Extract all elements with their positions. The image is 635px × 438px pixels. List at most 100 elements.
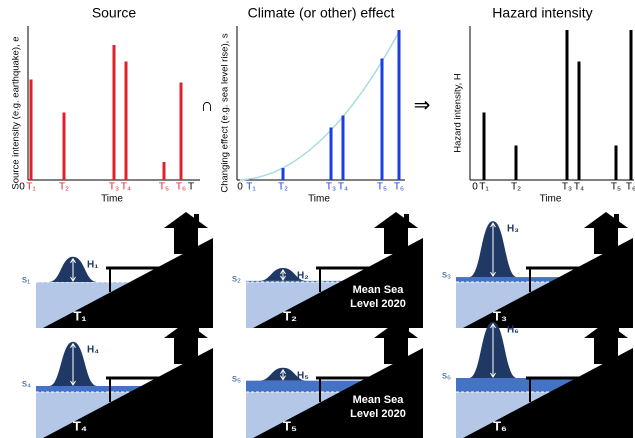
shore-slope xyxy=(253,348,423,438)
spike xyxy=(179,82,183,180)
x-axis-label: Time xyxy=(540,194,562,205)
sea-label: s₅ xyxy=(232,373,241,384)
house-roof xyxy=(164,212,208,228)
x-tick-label: T₅ xyxy=(159,182,169,193)
spike xyxy=(380,58,384,180)
x-tick-label: T₁ xyxy=(26,182,36,193)
sea-label: s₂ xyxy=(232,274,241,285)
y-axis-label: Source intensity (e.g. earthquake), e xyxy=(11,36,22,189)
scene-note: Mean Sea xyxy=(353,284,405,296)
spike xyxy=(629,30,633,180)
scene-note: Level 2020 xyxy=(350,408,406,420)
x-tick-label: T₅ xyxy=(377,182,387,193)
x-origin-label: 0 xyxy=(237,182,243,193)
sea-level-rise xyxy=(246,280,423,282)
house xyxy=(594,334,618,364)
sea-label: s₄ xyxy=(22,379,31,390)
sea-label: s₁ xyxy=(22,275,31,286)
time-label: T₅ xyxy=(283,418,297,433)
spike xyxy=(329,127,333,180)
chimney xyxy=(614,324,619,334)
x-tick-label: T₆ xyxy=(394,182,404,193)
shore-slope xyxy=(43,238,213,328)
spike xyxy=(341,115,345,180)
x-tick-label: T₃ xyxy=(109,182,119,193)
time-label: T₁ xyxy=(73,308,86,323)
sea-level-rise xyxy=(246,380,423,392)
scene-note: Level 2020 xyxy=(350,298,406,310)
plot-title: Climate (or other) effect xyxy=(248,5,395,21)
y-axis-label: Hazard intensity, H xyxy=(453,73,464,153)
hazard-label: H₅ xyxy=(297,370,309,381)
spike xyxy=(614,145,618,180)
spike xyxy=(124,61,128,180)
y-axis-label: Changing effect (e.g. sea level rise), s xyxy=(220,33,231,193)
arrow-head xyxy=(280,275,286,281)
time-label: T₆ xyxy=(493,418,507,433)
house-roof xyxy=(584,212,628,228)
spike xyxy=(29,79,33,180)
spike xyxy=(514,145,518,180)
chimney xyxy=(614,214,619,224)
hazard-label: H₄ xyxy=(87,344,99,355)
operator: ∩ xyxy=(201,95,214,115)
chimney xyxy=(404,324,409,334)
house xyxy=(384,334,408,364)
shore-slope xyxy=(463,238,633,328)
shore-slope xyxy=(43,348,213,438)
x-tick-label: T₆ xyxy=(626,182,635,193)
house xyxy=(174,224,198,254)
hazard-label: H₆ xyxy=(507,325,519,336)
spike xyxy=(565,30,569,180)
arrow-head xyxy=(280,269,286,275)
arrow-head xyxy=(490,271,496,278)
x-tick-label: T₂ xyxy=(511,182,521,193)
x-tick-label: T₃ xyxy=(562,182,572,193)
chimney xyxy=(404,214,409,224)
sea-level-rise xyxy=(456,277,633,282)
arrow-head xyxy=(280,368,286,375)
x-tick-label: T₂ xyxy=(59,182,69,193)
hazard-label: H₃ xyxy=(507,224,519,235)
trend-curve xyxy=(239,29,401,181)
operator: ⇒ xyxy=(414,94,431,116)
spike xyxy=(482,112,486,180)
x-tick-label: T₄ xyxy=(338,182,348,193)
sea-label: s₆ xyxy=(442,371,451,382)
chimney xyxy=(194,324,199,334)
x-tick-label: T₃ xyxy=(326,182,336,193)
x-tick-label: T₅ xyxy=(611,182,621,193)
plot-title: Hazard intensity xyxy=(492,5,592,21)
house-roof xyxy=(374,212,418,228)
hazard-label: H₂ xyxy=(297,271,309,282)
x-tick-label: T₁ xyxy=(479,182,489,193)
house xyxy=(174,334,198,364)
shore-slope xyxy=(253,238,423,328)
spike xyxy=(62,112,66,180)
arrow-head xyxy=(490,323,496,329)
x-tick-label: T₁ xyxy=(246,182,256,193)
x-axis-label: Time xyxy=(101,194,123,205)
time-label: T₃ xyxy=(493,308,507,323)
house xyxy=(594,224,618,254)
hazard-label: H₁ xyxy=(87,259,98,270)
x-tick-label: T₄ xyxy=(121,182,131,193)
sea-label: s₃ xyxy=(442,270,451,281)
plot-title: Source xyxy=(92,5,137,21)
x-origin-label: 0 xyxy=(19,182,25,193)
arrow-head xyxy=(70,257,76,264)
house xyxy=(384,224,408,254)
arrow-head xyxy=(70,276,76,282)
arrow-head xyxy=(70,380,76,386)
sea-level-rise xyxy=(36,385,213,392)
shore-slope xyxy=(463,348,633,438)
x-tick-label: T₄ xyxy=(574,182,584,193)
chimney xyxy=(194,214,199,224)
x-origin-label: 0 xyxy=(472,182,478,193)
x-axis-label: Time xyxy=(308,194,330,205)
x-tick-label: T₆ xyxy=(176,182,186,193)
x-end-label: T xyxy=(188,182,194,193)
x-tick-label: T₂ xyxy=(278,182,288,193)
time-label: T₂ xyxy=(283,308,297,323)
